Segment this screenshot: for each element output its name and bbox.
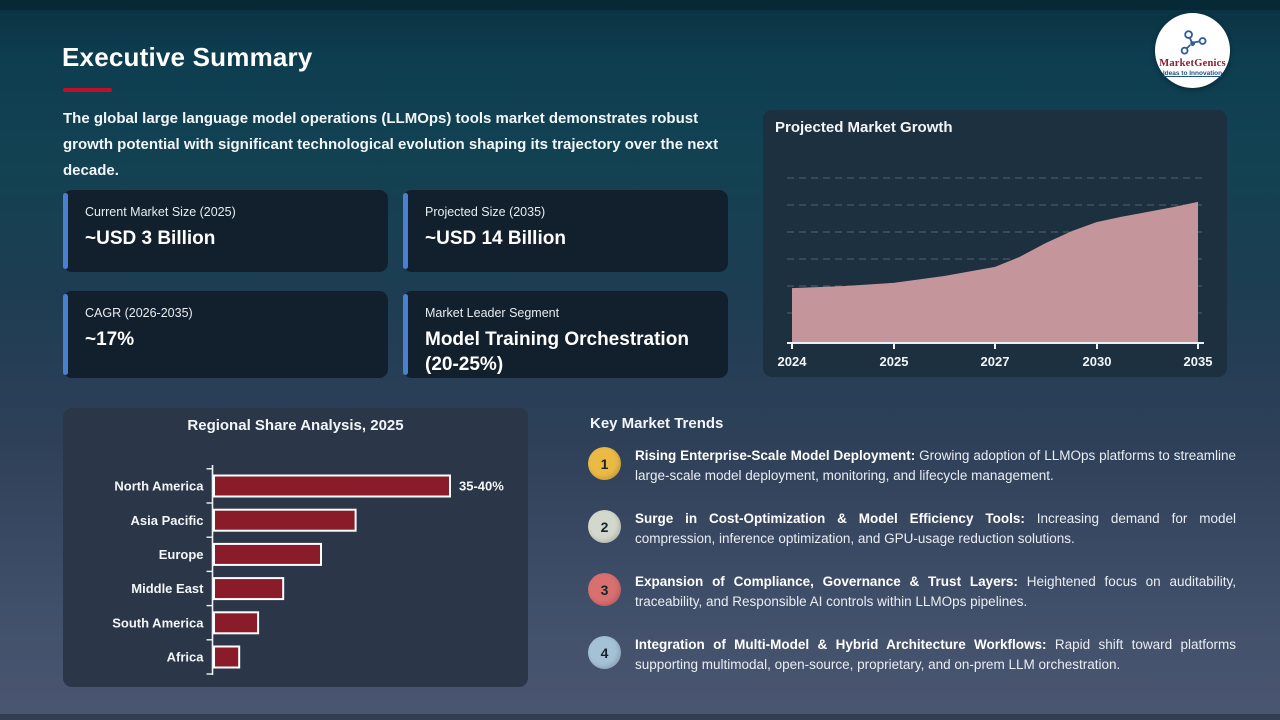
category-label: Africa bbox=[167, 650, 205, 665]
trend-number-badge: 1 bbox=[588, 447, 621, 480]
molecule-icon bbox=[1180, 29, 1207, 55]
trend-title: Surge in Cost-Optimization & Model Effic… bbox=[635, 511, 1025, 526]
trend-number-badge: 2 bbox=[588, 510, 621, 543]
category-label: North America bbox=[114, 479, 204, 494]
area-series bbox=[792, 201, 1198, 343]
title-underline bbox=[63, 88, 112, 92]
key-market-trends: Key Market Trends 1 Rising Enterprise-Sc… bbox=[588, 408, 1236, 699]
stat-card-value: ~17% bbox=[85, 329, 135, 350]
stat-card-current-market-size: Current Market Size (2025) ~USD 3 Billio… bbox=[63, 190, 388, 272]
trend-number-badge: 4 bbox=[588, 636, 621, 669]
stat-card-label: Projected Size (2035) bbox=[425, 205, 546, 219]
trend-body: Growing adoption of LLMOps platforms to … bbox=[635, 448, 1236, 483]
bar-africa bbox=[213, 645, 241, 669]
trend-number-badge: 3 bbox=[588, 573, 621, 606]
stat-card-label: CAGR (2026-2035) bbox=[85, 306, 193, 320]
bar-south-america bbox=[213, 611, 260, 635]
intro-text: The global large language model operatio… bbox=[63, 110, 719, 179]
bottom-strip bbox=[0, 714, 1280, 720]
x-tick-label: 2024 bbox=[778, 354, 808, 369]
card-accent bbox=[403, 193, 408, 269]
trend-text: Expansion of Compliance, Governance & Tr… bbox=[635, 572, 1236, 611]
stat-card-value: ~USD 3 Billion bbox=[85, 228, 216, 249]
trend-title: Expansion of Compliance, Governance & Tr… bbox=[635, 574, 1018, 589]
trend-text: Integration of Multi-Model & Hybrid Arch… bbox=[635, 635, 1236, 674]
x-tick-label: 2035 bbox=[1184, 354, 1213, 369]
bar-middle-east bbox=[213, 577, 285, 601]
trend-body: Heightened focus on auditability, tracea… bbox=[635, 574, 1236, 609]
stat-card-value: ~USD 14 Billion bbox=[425, 228, 566, 249]
trend-body: Increasing demand for model compression,… bbox=[635, 511, 1236, 546]
trends-heading: Key Market Trends bbox=[590, 415, 724, 432]
card-accent bbox=[63, 294, 68, 375]
stat-card-value: Model Training Orchestration (20-25%) bbox=[425, 329, 689, 375]
trend-text: Surge in Cost-Optimization & Model Effic… bbox=[635, 509, 1236, 548]
bar-value-label: 35-40% bbox=[459, 479, 504, 494]
trend-body: Rapid shift toward platforms supporting … bbox=[635, 637, 1236, 672]
projected-market-growth-chart: 2024 2025 2027 2030 2035 bbox=[778, 177, 1213, 369]
x-tick-label: 2027 bbox=[981, 354, 1010, 369]
growth-chart-title: Projected Market Growth bbox=[775, 119, 953, 136]
x-tick-label: 2030 bbox=[1083, 354, 1112, 369]
trend-item-2: 2 Surge in Cost-Optimization & Model Eff… bbox=[588, 510, 1236, 548]
stat-card-label: Current Market Size (2025) bbox=[85, 205, 236, 219]
category-label: South America bbox=[112, 615, 204, 630]
trend-title: Integration of Multi-Model & Hybrid Arch… bbox=[635, 637, 1047, 652]
stat-card-projected-size: Projected Size (2035) ~USD 14 Billion bbox=[403, 190, 728, 272]
card-accent bbox=[403, 294, 408, 375]
trend-title: Rising Enterprise-Scale Model Deployment… bbox=[635, 448, 916, 463]
bar-asia-pacific bbox=[213, 508, 357, 532]
category-label: Asia Pacific bbox=[131, 513, 204, 528]
logo-tagline: Ideas to Innovation bbox=[1162, 69, 1223, 77]
category-label: Europe bbox=[159, 547, 204, 562]
stat-cards: Current Market Size (2025) ~USD 3 Billio… bbox=[63, 190, 728, 378]
stat-card-label: Market Leader Segment bbox=[425, 306, 560, 320]
logo: MarketGenics Ideas to Innovation bbox=[1155, 13, 1230, 88]
trend-item-1: 1 Rising Enterprise-Scale Model Deployme… bbox=[588, 447, 1236, 485]
regional-share-chart: North America 35-40% Asia Pacific Europe Mid… bbox=[112, 465, 504, 675]
trend-item-3: 3 Expansion of Compliance, Governance & … bbox=[588, 573, 1236, 611]
x-tick-label: 2025 bbox=[880, 354, 909, 369]
logo-name: MarketGenics bbox=[1159, 57, 1226, 69]
trend-text: Rising Enterprise-Scale Model Deployment… bbox=[635, 446, 1236, 485]
bar-europe bbox=[213, 542, 322, 566]
stat-card-cagr: CAGR (2026-2035) ~17% bbox=[63, 291, 388, 378]
regional-share-panel: Regional Share Analysis, 2025 North Amer… bbox=[63, 408, 528, 687]
bar-north-america bbox=[213, 474, 451, 498]
projected-market-growth-panel: Projected Market Growth 2024 2025 2027 2030… bbox=[763, 110, 1227, 377]
top-strip bbox=[0, 0, 1280, 10]
card-accent bbox=[63, 193, 68, 269]
stat-card-market-leader-segment: Market Leader Segment Model Training Orc… bbox=[403, 291, 728, 378]
regional-chart-title: Regional Share Analysis, 2025 bbox=[187, 417, 404, 434]
trend-item-4: 4 Integration of Multi-Model & Hybrid Ar… bbox=[588, 636, 1236, 674]
page-title: Executive Summary bbox=[62, 42, 313, 72]
category-label: Middle East bbox=[131, 581, 204, 596]
